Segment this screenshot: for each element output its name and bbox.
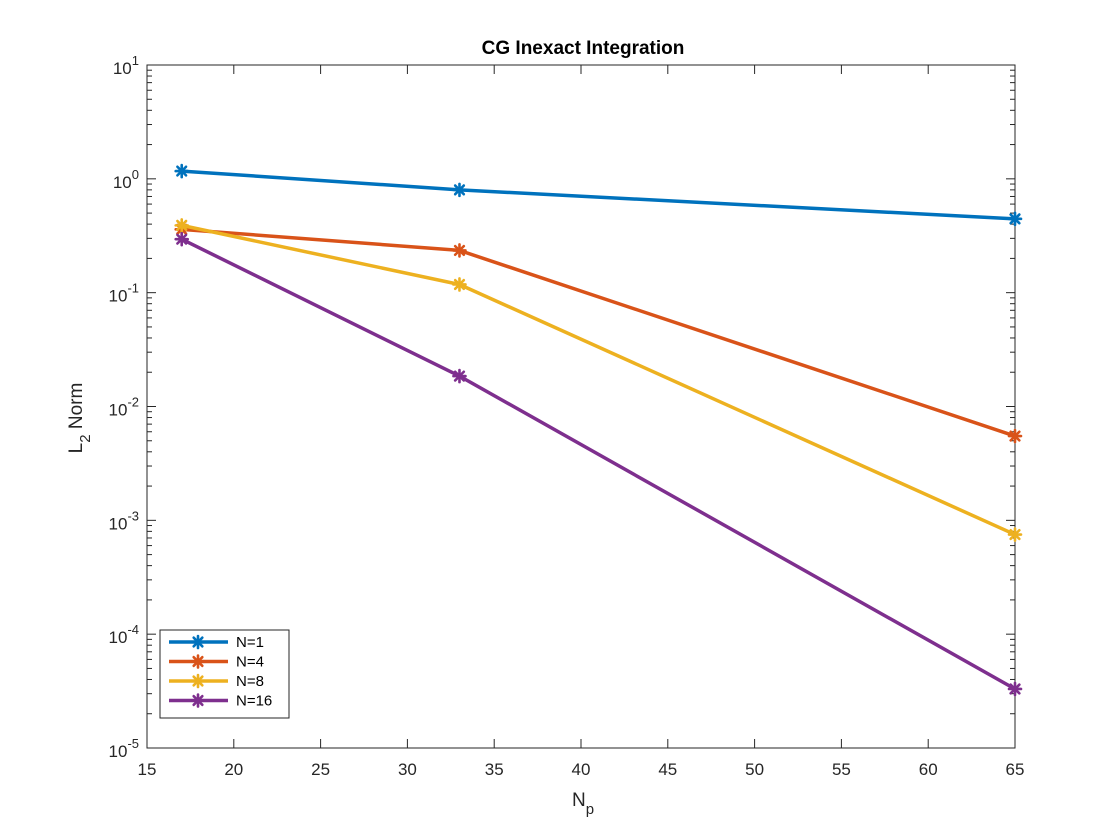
x-tick-label: 60 bbox=[919, 760, 938, 779]
y-tick-label-base: 10 bbox=[109, 742, 128, 761]
y-tick-label-base: 10 bbox=[109, 514, 128, 533]
y-tick-label: 100 bbox=[113, 167, 139, 192]
x-axis-title: Np bbox=[572, 790, 594, 818]
data-point-marker bbox=[452, 182, 467, 198]
x-tick-label: 50 bbox=[745, 760, 764, 779]
x-tick-label: 35 bbox=[485, 760, 504, 779]
legend-swatch-marker bbox=[190, 673, 206, 689]
marker-stroke bbox=[192, 675, 204, 687]
y-tick-label-exponent: -3 bbox=[127, 508, 139, 523]
data-point-marker bbox=[452, 243, 467, 258]
data-point-marker bbox=[174, 218, 190, 233]
y-tick-label-exponent: -1 bbox=[127, 281, 139, 296]
x-tick-label: 45 bbox=[658, 760, 677, 779]
x-tick-label: 65 bbox=[1006, 760, 1025, 779]
y-tick-label: 10-1 bbox=[109, 281, 139, 306]
x-tick-label: 40 bbox=[572, 760, 591, 779]
y-axis-title: L2 Norm bbox=[66, 383, 94, 454]
marker-stroke bbox=[453, 184, 466, 196]
legend-label: N=8 bbox=[236, 673, 264, 690]
marker-stroke bbox=[453, 244, 466, 257]
marker-stroke bbox=[192, 655, 204, 668]
marker-stroke bbox=[192, 694, 204, 707]
y-axis-title-post: Norm bbox=[66, 383, 87, 435]
data-point-marker bbox=[1007, 211, 1023, 227]
marker-stroke bbox=[176, 165, 188, 177]
data-point-marker bbox=[1007, 428, 1023, 444]
x-tick-label: 25 bbox=[311, 760, 330, 779]
x-axis-title-subscript: p bbox=[586, 801, 594, 818]
y-tick-label-exponent: -5 bbox=[127, 736, 139, 751]
y-tick-label-base: 10 bbox=[109, 628, 128, 647]
legend-label: N=1 bbox=[236, 634, 264, 651]
data-point-marker bbox=[452, 368, 467, 384]
marker-stroke bbox=[1009, 528, 1021, 541]
marker-stroke bbox=[453, 370, 466, 382]
chart-title: CG Inexact Integration bbox=[482, 38, 685, 59]
x-tick-label: 55 bbox=[832, 760, 851, 779]
y-tick-label-exponent: -2 bbox=[127, 395, 139, 410]
y-tick-label: 10-2 bbox=[109, 395, 139, 420]
y-tick-label: 10-5 bbox=[109, 736, 139, 761]
y-tick-label-base: 10 bbox=[109, 287, 128, 306]
legend: N=1 N=4 N=8 N=16 bbox=[159, 629, 290, 719]
marker-stroke bbox=[176, 219, 188, 232]
y-tick-label: 10-4 bbox=[109, 622, 139, 647]
data-point-marker bbox=[174, 163, 190, 179]
y-tick-label-exponent: -4 bbox=[127, 622, 139, 637]
y-tick-label-base: 10 bbox=[113, 59, 132, 78]
axis-ticks: 15 20 25 30 35 40 45 50 55 60 6510110010-110-210-3… bbox=[109, 53, 1025, 779]
x-tick-label: 20 bbox=[224, 760, 243, 779]
legend-label: N=16 bbox=[236, 693, 272, 710]
marker-stroke bbox=[1009, 213, 1021, 225]
y-tick-label: 101 bbox=[113, 53, 139, 78]
data-point-marker bbox=[1007, 681, 1023, 697]
legend-swatch-marker bbox=[190, 634, 206, 650]
data-point-marker bbox=[452, 277, 467, 292]
x-tick-label: 30 bbox=[398, 760, 417, 779]
x-tick-label: 15 bbox=[138, 760, 157, 779]
data-point-marker bbox=[174, 231, 190, 247]
y-tick-label-exponent: 0 bbox=[132, 167, 139, 182]
marker-stroke bbox=[453, 278, 466, 291]
x-axis-title-main: N bbox=[572, 790, 586, 811]
marker-stroke bbox=[1009, 430, 1021, 442]
legend-swatch-marker bbox=[190, 693, 206, 708]
marker-stroke bbox=[176, 233, 188, 245]
y-axis-title-pre: L bbox=[66, 443, 87, 454]
series-layer bbox=[174, 163, 1023, 697]
y-tick-label: 10-3 bbox=[109, 508, 139, 533]
y-axis-title-subscript: 2 bbox=[77, 434, 94, 442]
marker-stroke bbox=[192, 636, 204, 648]
y-tick-label-base: 10 bbox=[109, 401, 128, 420]
legend-label: N=4 bbox=[236, 654, 264, 671]
marker-stroke bbox=[1009, 683, 1021, 695]
legend-box bbox=[159, 629, 290, 719]
y-tick-label-base: 10 bbox=[113, 173, 132, 192]
legend-swatch-marker bbox=[190, 654, 206, 669]
data-point-marker bbox=[1007, 527, 1023, 542]
y-tick-label-exponent: 1 bbox=[132, 53, 139, 68]
